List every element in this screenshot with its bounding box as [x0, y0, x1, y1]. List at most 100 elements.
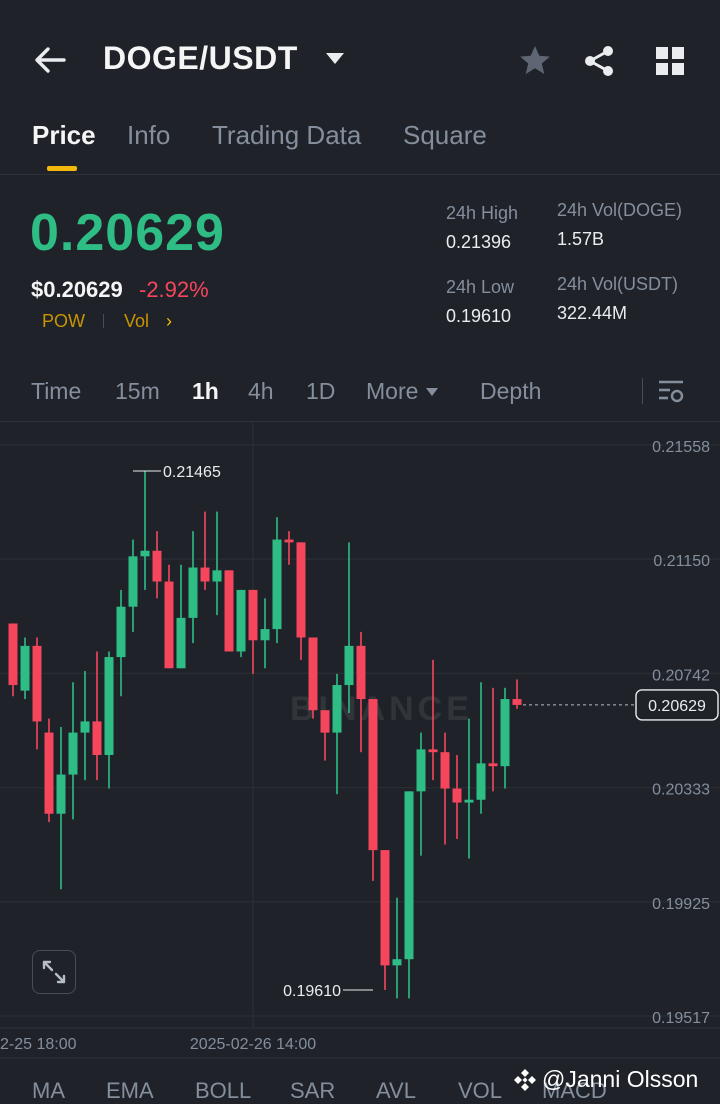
last-price: 0.20629 [30, 204, 225, 262]
watermark-text: BINANCE [290, 690, 473, 728]
pair-title[interactable]: DOGE/USDT [103, 40, 298, 76]
interval-15m[interactable]: 15m [115, 378, 160, 404]
toolbar-separator [642, 378, 643, 404]
interval-time[interactable]: Time [31, 378, 82, 404]
vol-tag[interactable]: Vol [124, 311, 150, 331]
active-tab-indicator [47, 166, 77, 171]
tag-separator [103, 314, 104, 328]
candle-body [416, 749, 426, 792]
x-tick-label: 2-25 18:00 [0, 1036, 77, 1053]
price-change-percent: -2.92% [139, 277, 209, 302]
max-price-label: 0.21465 [163, 464, 221, 481]
candle-body [404, 791, 414, 960]
y-tick-label: 0.20333 [652, 782, 710, 799]
interval-depth[interactable]: Depth [480, 378, 542, 404]
candle-body [476, 763, 486, 800]
indicator-avl[interactable]: AVL [376, 1078, 416, 1103]
candle-body [392, 959, 402, 966]
candle-body [176, 617, 186, 669]
candle-body [56, 774, 66, 814]
expand-icon [42, 960, 66, 984]
candle-body [440, 752, 450, 789]
candle-body [68, 732, 78, 775]
tabs-divider [0, 174, 720, 175]
candle-body [428, 749, 438, 753]
tab-trading-data[interactable]: Trading Data [212, 120, 362, 150]
y-tick-label: 0.21558 [652, 439, 710, 456]
share-icon[interactable] [582, 44, 616, 78]
interval-more[interactable]: More [366, 378, 419, 404]
y-tick-label: 0.20742 [652, 667, 710, 684]
back-arrow-icon[interactable] [32, 40, 68, 80]
watermark-credit: @Janni Olsson [542, 1066, 699, 1092]
interval-4h[interactable]: 4h [248, 378, 274, 404]
x-tick-label: 2025-02-26 14:00 [190, 1036, 316, 1053]
y-tick-label: 0.19925 [652, 896, 710, 913]
candle-body [128, 556, 138, 607]
candle-body [92, 721, 102, 755]
candle-body [500, 699, 510, 767]
indicator-sar[interactable]: SAR [290, 1078, 336, 1103]
high-24h-label: 24h High [446, 203, 519, 223]
interval-1d[interactable]: 1D [306, 378, 336, 404]
candle-body [332, 685, 342, 733]
candle-body [308, 637, 318, 711]
candle-body [512, 699, 522, 705]
candle-body [152, 550, 162, 582]
candle-body [164, 581, 174, 669]
pair-dropdown-caret-icon[interactable] [326, 53, 344, 64]
chart-settings-icon[interactable] [656, 378, 686, 406]
grid-icon[interactable] [655, 46, 685, 76]
pow-tag[interactable]: POW [42, 311, 85, 331]
tab-info[interactable]: Info [127, 120, 171, 150]
candle-body [8, 623, 18, 686]
candle-body [236, 589, 246, 652]
candle-body [296, 542, 306, 638]
more-caret-icon[interactable] [426, 388, 438, 396]
binance-logo-icon [514, 1069, 536, 1091]
candle-body [380, 850, 390, 966]
candle-body [344, 645, 354, 686]
candle-body [104, 657, 114, 755]
usd-price: $0.20629 [31, 277, 123, 302]
star-icon[interactable] [518, 44, 552, 78]
indicator-vol[interactable]: VOL [458, 1078, 503, 1103]
chevron-right-icon[interactable]: › [166, 311, 172, 331]
indicator-ema[interactable]: EMA [106, 1078, 154, 1103]
low-24h-value: 0.19610 [446, 306, 512, 326]
indicator-ma[interactable]: MA [32, 1078, 65, 1103]
expand-chart-button[interactable] [32, 950, 76, 994]
y-tick-label: 0.19517 [652, 1010, 710, 1027]
last-price-tag-label: 0.20629 [648, 698, 706, 715]
vol-doge-value: 1.57B [557, 229, 605, 249]
candle-body [464, 799, 474, 803]
candle-body [368, 699, 378, 851]
candle-body [44, 732, 54, 814]
low-24h-label: 24h Low [446, 277, 515, 297]
candlestick-chart[interactable]: 0.21558 0.21150 0.20742 0.20333 0.19925 0.195… [0, 420, 720, 1060]
candle-body [140, 550, 150, 557]
tab-square[interactable]: Square [403, 120, 487, 150]
candle-body [260, 629, 270, 641]
high-24h-value: 0.21396 [446, 232, 512, 252]
candle-body [248, 589, 258, 641]
candle-body [272, 539, 282, 630]
vol-usdt-value: 322.44M [557, 303, 628, 323]
candle-body [212, 570, 222, 582]
indicator-boll[interactable]: BOLL [195, 1078, 252, 1103]
y-tick-label: 0.21150 [653, 553, 710, 570]
candle-body [20, 645, 30, 691]
interval-1h[interactable]: 1h [192, 378, 219, 404]
chart-top-divider [0, 421, 720, 422]
candle-body [488, 763, 498, 767]
candle-body [224, 570, 234, 652]
candle-body [320, 710, 330, 733]
tab-price[interactable]: Price [32, 120, 96, 150]
last-price-tag [635, 689, 719, 721]
candle-body [32, 645, 42, 722]
candle-body [452, 788, 462, 803]
vol-doge-label: 24h Vol(DOGE) [557, 200, 683, 220]
vol-usdt-label: 24h Vol(USDT) [557, 274, 679, 294]
candle-body [356, 645, 366, 700]
indicator-macd[interactable]: MACD [542, 1078, 607, 1103]
